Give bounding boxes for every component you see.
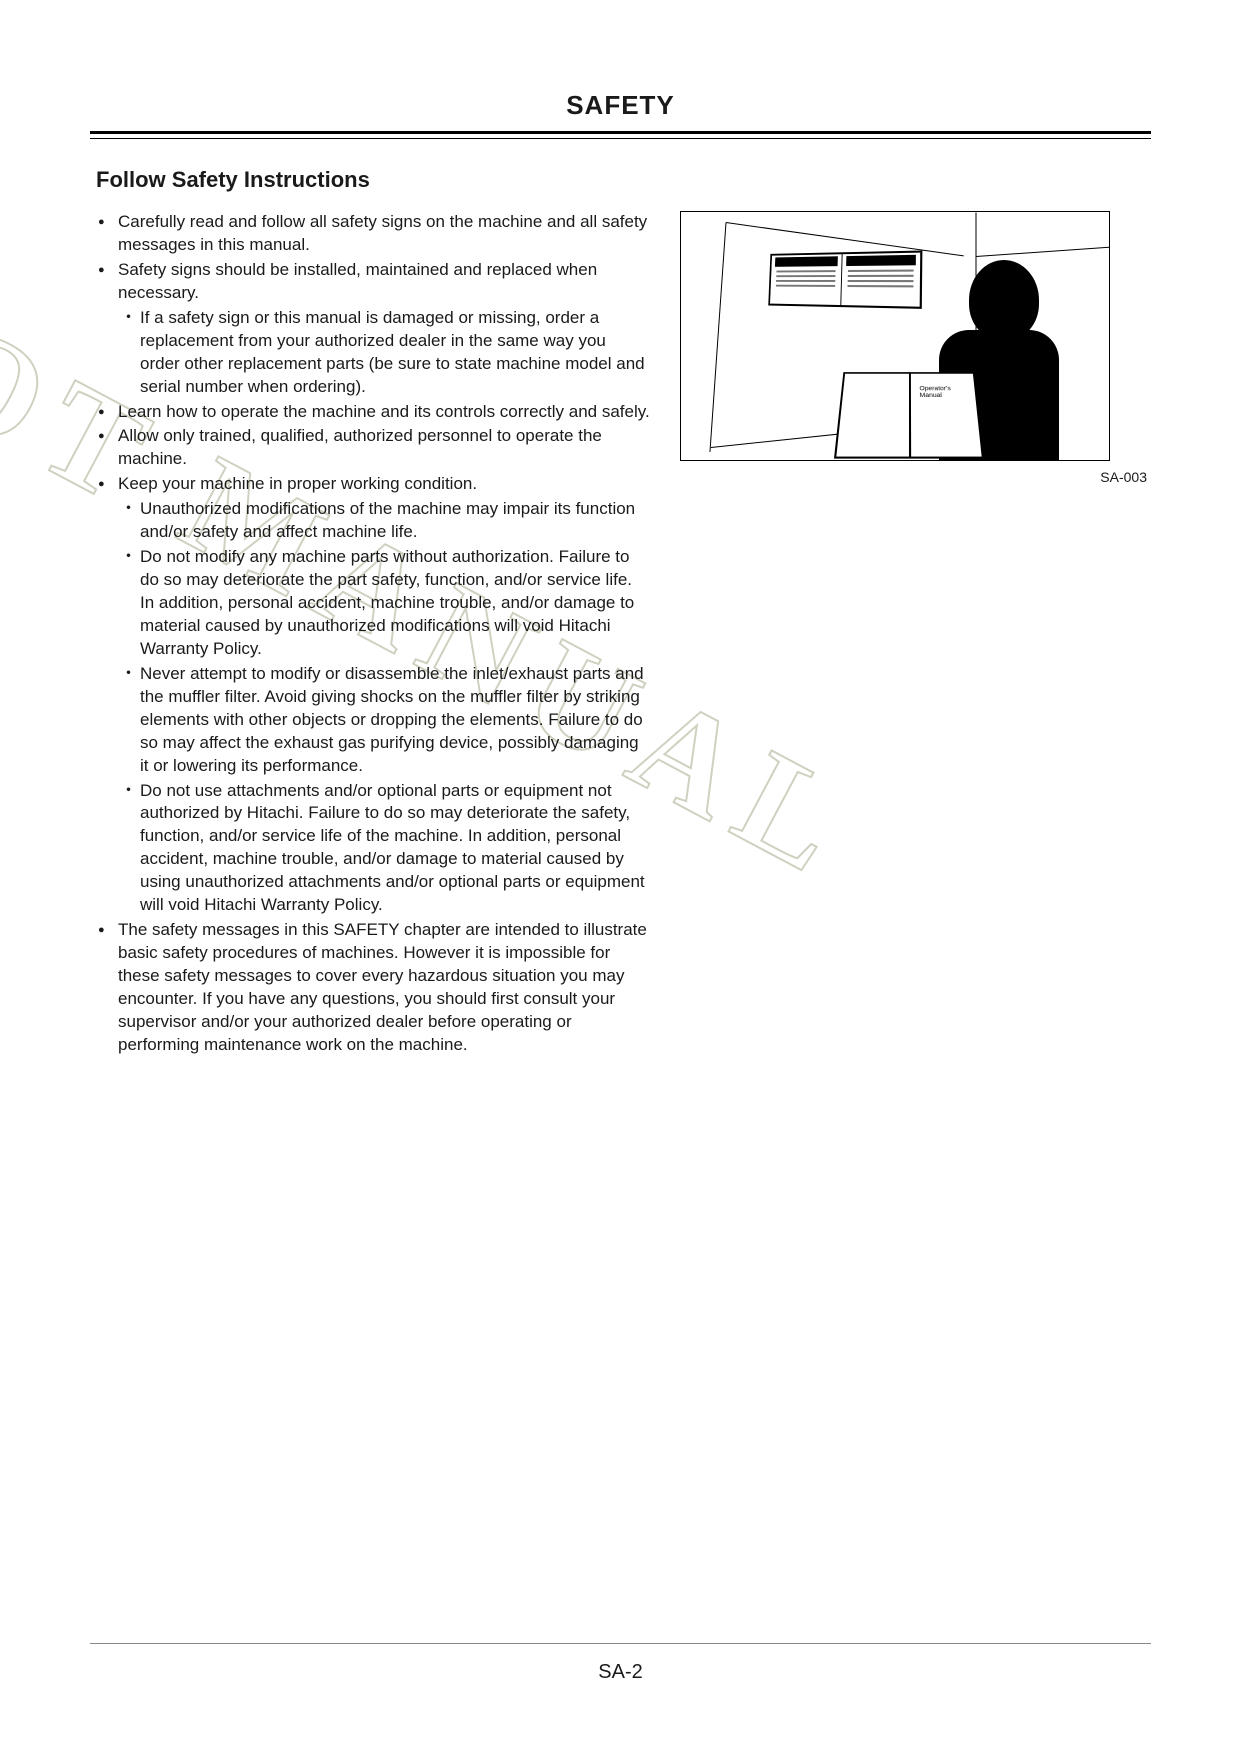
figure-line (709, 222, 726, 452)
sub-bullet-list: Unauthorized modifications of the machin… (118, 498, 650, 917)
warning-plate-icon (768, 250, 922, 308)
section-heading: Follow Safety Instructions (90, 167, 1151, 193)
manual-label: Operator's Manual (919, 386, 975, 399)
figure-column: Operator's Manual SA-003 (680, 211, 1151, 485)
header-rule (90, 131, 1151, 139)
list-item: Do not use attachments and/or optional p… (118, 780, 650, 918)
bullet-text: Safety signs should be installed, mainta… (118, 260, 597, 302)
page-title: SAFETY (90, 90, 1151, 121)
main-bullet-list: Carefully read and follow all safety sig… (90, 211, 650, 1057)
list-item: Never attempt to modify or disassemble t… (118, 663, 650, 778)
list-item: Keep your machine in proper working cond… (90, 473, 650, 917)
sub-bullet-list: If a safety sign or this manual is damag… (118, 307, 650, 399)
page-number: SA-2 (0, 1661, 1241, 1684)
list-item: Carefully read and follow all safety sig… (90, 211, 650, 257)
safety-figure: Operator's Manual (680, 211, 1110, 461)
bullet-text: Keep your machine in proper working cond… (118, 474, 477, 493)
figure-caption: SA-003 (680, 469, 1151, 485)
footer-rule (90, 1643, 1151, 1644)
manual-page: OT MANUAL SAFETY Follow Safety Instructi… (0, 0, 1241, 1754)
list-item: Allow only trained, qualified, authorize… (90, 425, 650, 471)
list-item: Safety signs should be installed, mainta… (90, 259, 650, 399)
text-column: Carefully read and follow all safety sig… (90, 211, 650, 1059)
list-item: If a safety sign or this manual is damag… (118, 307, 650, 399)
list-item: Do not modify any machine parts without … (118, 546, 650, 661)
person-reading-icon: Operator's Manual (909, 250, 1069, 460)
list-item: Learn how to operate the machine and its… (90, 401, 650, 424)
list-item: Unauthorized modifications of the machin… (118, 498, 650, 544)
content-row: Carefully read and follow all safety sig… (90, 211, 1151, 1059)
list-item: The safety messages in this SAFETY chapt… (90, 919, 650, 1057)
